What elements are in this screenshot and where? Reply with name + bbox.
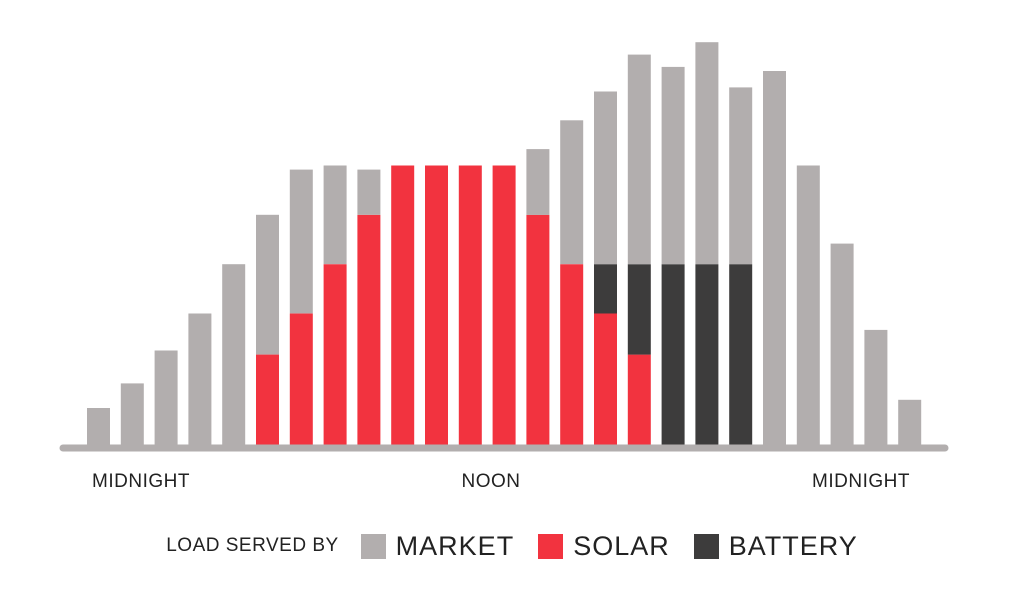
- bar-solar-14: [560, 264, 584, 445]
- bar-market-5: [256, 214, 279, 355]
- bar-market-8: [357, 169, 381, 215]
- tick-label-midnight-end: MIDNIGHT: [812, 471, 910, 492]
- legend-label-battery: BATTERY: [728, 530, 858, 561]
- bar-solar-8: [357, 214, 381, 445]
- bars-group: [87, 42, 922, 446]
- bar-market-15: [594, 91, 617, 265]
- bar-market-19: [729, 87, 753, 265]
- legend-swatch-market: [360, 533, 386, 559]
- tick-label-midnight-start: MIDNIGHT: [92, 471, 190, 492]
- bar-solar-15: [594, 313, 617, 445]
- bar-market-1: [120, 383, 144, 446]
- bar-battery-15: [594, 264, 617, 314]
- legend-title: LOAD SERVED BY: [166, 535, 339, 556]
- bar-battery-16: [627, 264, 651, 355]
- legend-item-market: MARKET: [360, 530, 515, 562]
- x-tick-labels: MIDNIGHT NOON MIDNIGHT: [92, 471, 910, 492]
- legend-swatch-solar: [538, 533, 564, 559]
- legend-label-solar: SOLAR: [573, 530, 670, 561]
- bar-market-0: [87, 408, 110, 445]
- bar-solar-9: [391, 165, 415, 445]
- bar-market-18: [695, 42, 719, 265]
- bar-market-20: [763, 71, 786, 445]
- bar-solar-12: [492, 165, 516, 445]
- bar-battery-19: [729, 264, 753, 445]
- bar-market-2: [154, 350, 178, 445]
- legend-item-solar: SOLAR: [538, 531, 670, 562]
- legend-label-market: MARKET: [395, 530, 515, 561]
- bar-market-16: [627, 54, 651, 265]
- bar-solar-13: [526, 214, 550, 445]
- bar-solar-16: [627, 354, 651, 445]
- bar-solar-5: [256, 354, 279, 445]
- bar-market-3: [188, 313, 212, 445]
- legend: LOAD SERVED BY MARKET SOLAR BATTERY: [0, 526, 1024, 566]
- bar-solar-11: [458, 165, 482, 445]
- bar-solar-6: [289, 313, 313, 445]
- bar-market-17: [661, 66, 685, 265]
- bar-battery-18: [695, 264, 719, 445]
- bar-market-13: [526, 149, 550, 215]
- bar-battery-17: [661, 264, 685, 445]
- bar-market-4: [222, 264, 246, 445]
- bar-market-14: [560, 120, 584, 265]
- bar-market-24: [898, 399, 922, 445]
- legend-swatch-battery: [693, 533, 719, 559]
- bar-market-23: [864, 329, 888, 445]
- legend-item-battery: BATTERY: [693, 530, 858, 562]
- tick-label-noon: NOON: [462, 471, 521, 492]
- bar-market-7: [323, 165, 347, 265]
- bar-market-21: [796, 165, 820, 445]
- bar-market-6: [289, 169, 313, 314]
- bar-solar-10: [425, 165, 448, 445]
- bar-market-22: [830, 243, 854, 445]
- bar-solar-7: [323, 264, 347, 445]
